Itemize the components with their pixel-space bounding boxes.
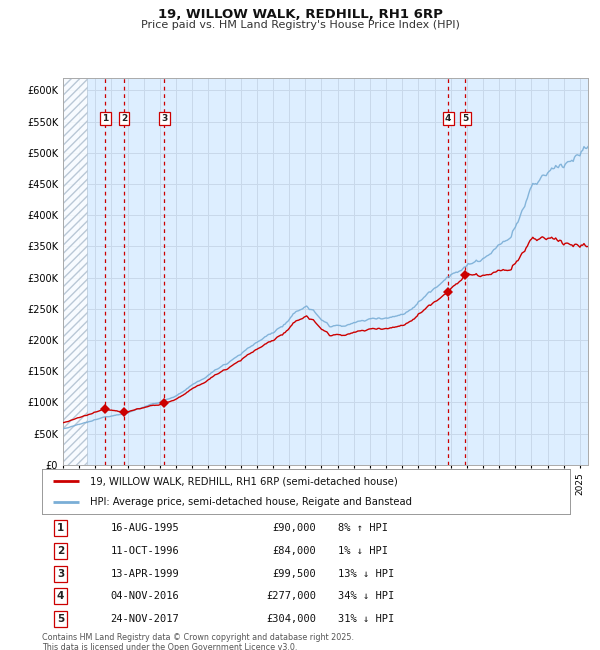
Text: 16-AUG-1995: 16-AUG-1995 [110, 523, 179, 533]
Text: Price paid vs. HM Land Registry's House Price Index (HPI): Price paid vs. HM Land Registry's House … [140, 20, 460, 29]
Text: £304,000: £304,000 [266, 614, 317, 624]
Text: HPI: Average price, semi-detached house, Reigate and Banstead: HPI: Average price, semi-detached house,… [89, 497, 412, 506]
Text: 1: 1 [57, 523, 64, 533]
Text: 5: 5 [462, 114, 469, 123]
Text: 2: 2 [57, 546, 64, 556]
Text: 13% ↓ HPI: 13% ↓ HPI [338, 569, 394, 578]
Text: 34% ↓ HPI: 34% ↓ HPI [338, 592, 394, 601]
Text: £99,500: £99,500 [273, 569, 317, 578]
Text: 19, WILLOW WALK, REDHILL, RH1 6RP: 19, WILLOW WALK, REDHILL, RH1 6RP [158, 8, 442, 21]
Text: 3: 3 [57, 569, 64, 578]
Text: £84,000: £84,000 [273, 546, 317, 556]
Text: 5: 5 [57, 614, 64, 624]
Text: 04-NOV-2016: 04-NOV-2016 [110, 592, 179, 601]
Text: 13-APR-1999: 13-APR-1999 [110, 569, 179, 578]
Text: 4: 4 [57, 592, 64, 601]
Text: 24-NOV-2017: 24-NOV-2017 [110, 614, 179, 624]
Text: 2: 2 [121, 114, 127, 123]
Text: 4: 4 [445, 114, 451, 123]
Text: 8% ↑ HPI: 8% ↑ HPI [338, 523, 388, 533]
Text: £277,000: £277,000 [266, 592, 317, 601]
Text: Contains HM Land Registry data © Crown copyright and database right 2025.
This d: Contains HM Land Registry data © Crown c… [42, 633, 354, 650]
Text: 3: 3 [161, 114, 167, 123]
Text: 19, WILLOW WALK, REDHILL, RH1 6RP (semi-detached house): 19, WILLOW WALK, REDHILL, RH1 6RP (semi-… [89, 476, 397, 486]
Text: 1: 1 [102, 114, 109, 123]
Text: £90,000: £90,000 [273, 523, 317, 533]
Text: 1% ↓ HPI: 1% ↓ HPI [338, 546, 388, 556]
Text: 31% ↓ HPI: 31% ↓ HPI [338, 614, 394, 624]
Text: 11-OCT-1996: 11-OCT-1996 [110, 546, 179, 556]
